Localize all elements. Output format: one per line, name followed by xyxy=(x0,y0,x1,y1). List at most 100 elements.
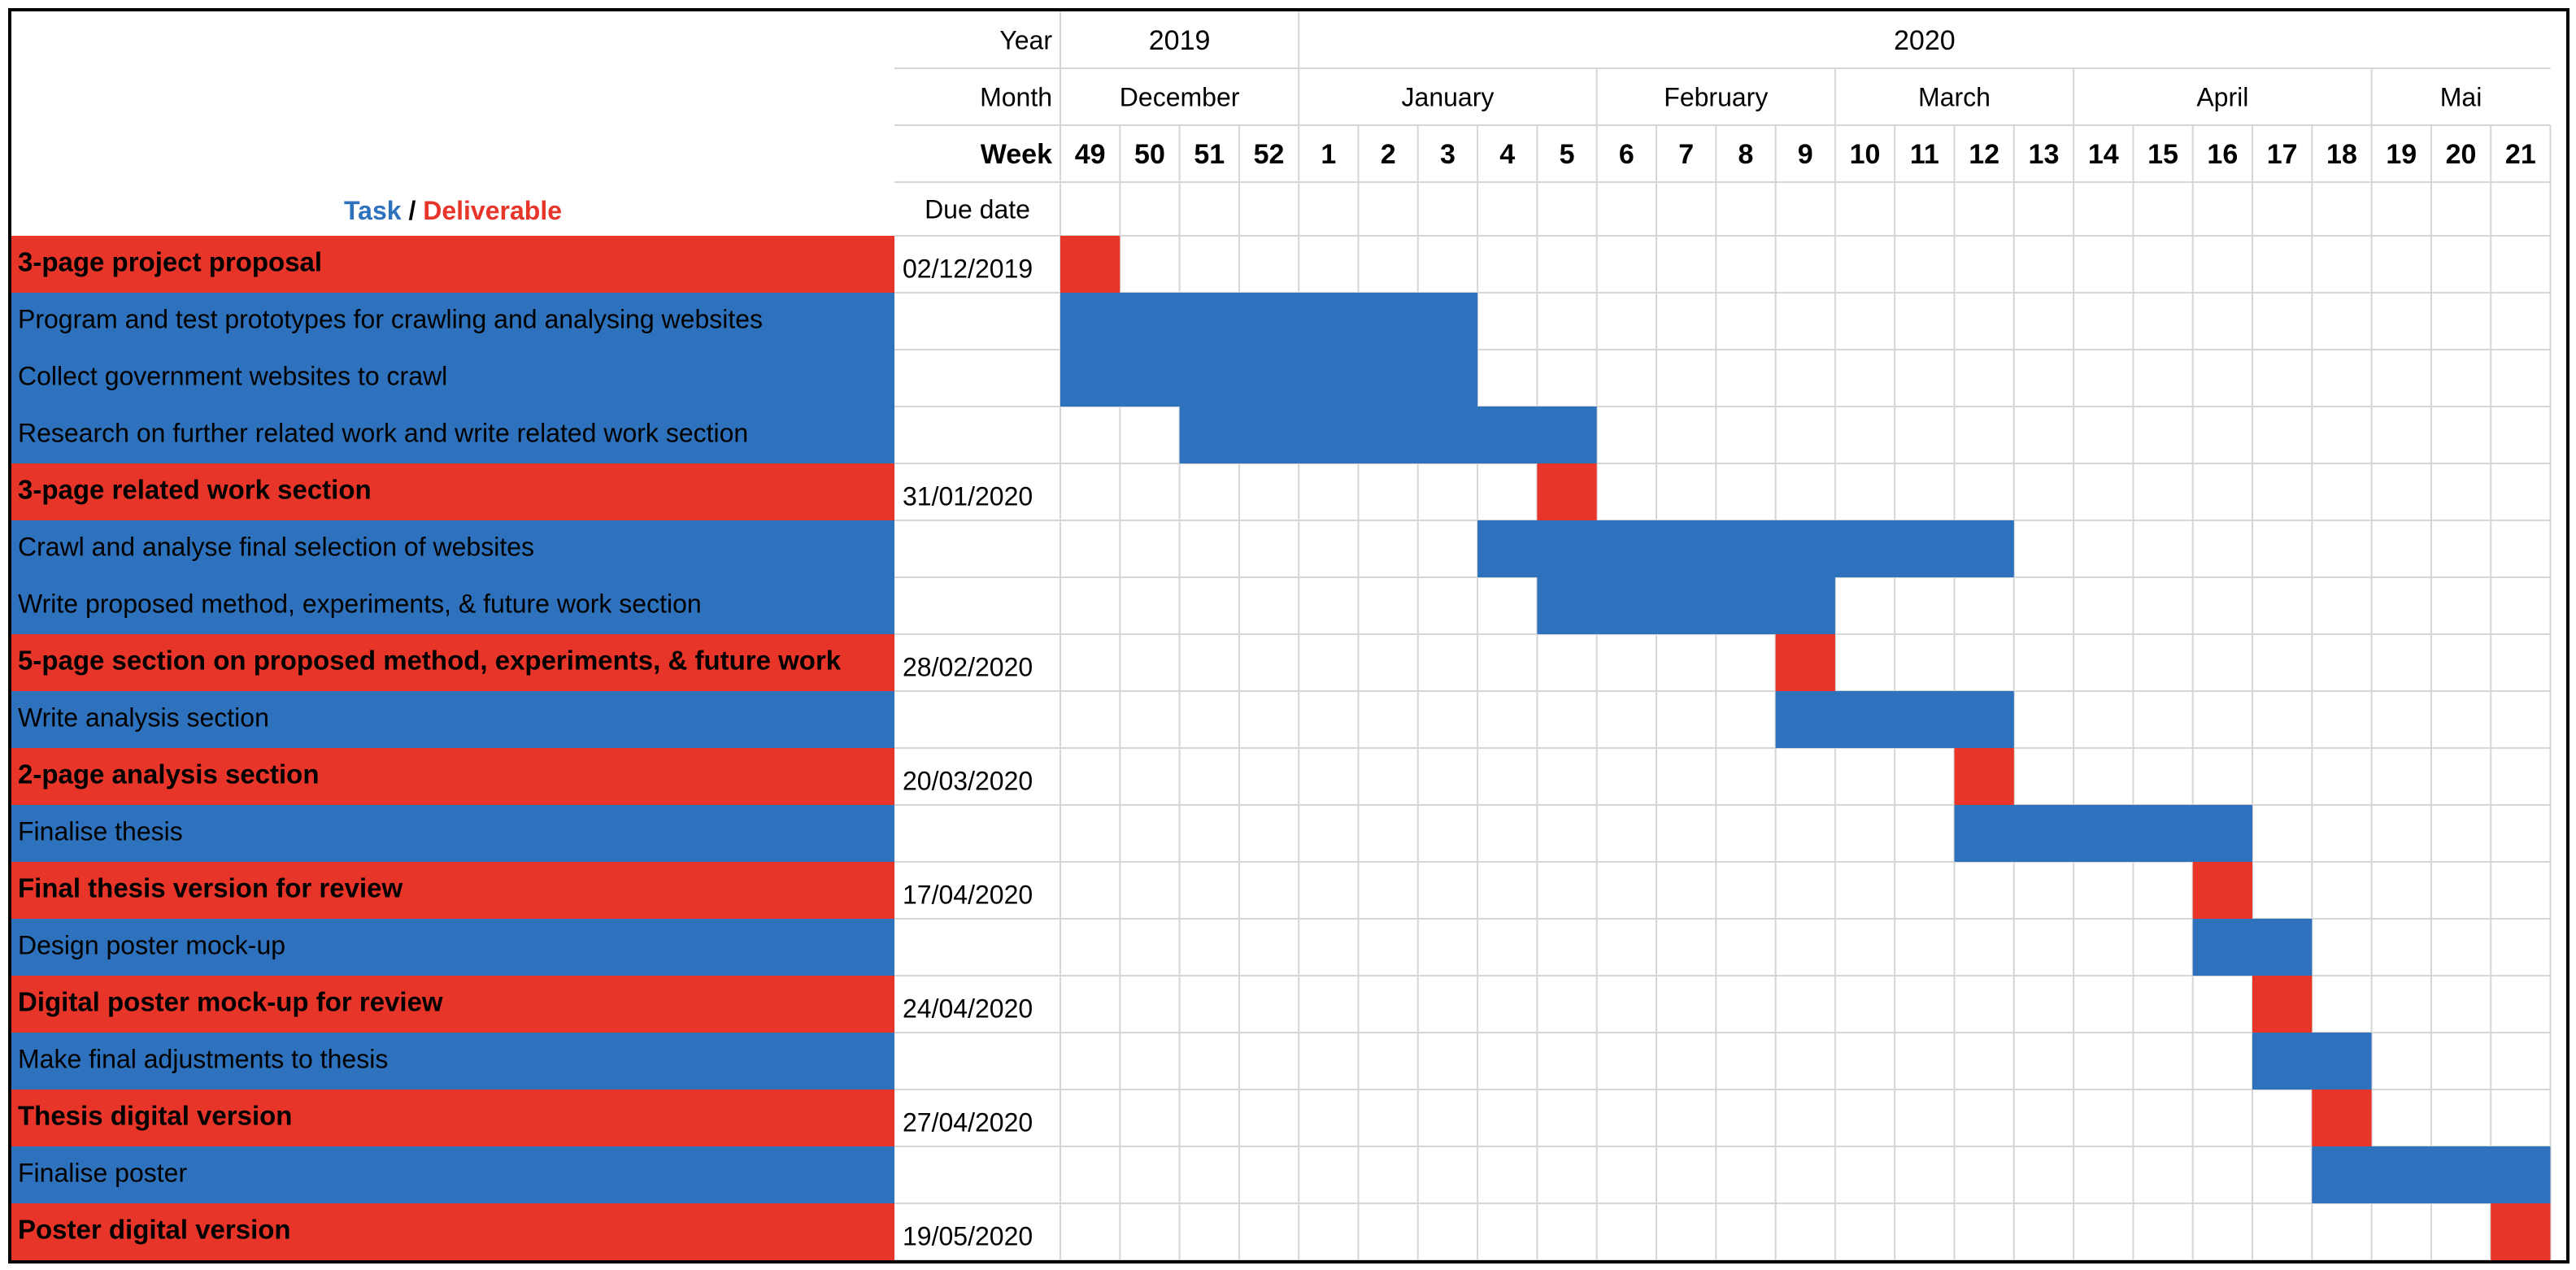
week-number: 10 xyxy=(1850,139,1881,170)
week-number: 17 xyxy=(2267,139,2298,170)
row-label-bg xyxy=(11,520,894,577)
task-label: Crawl and analyse final selection of web… xyxy=(18,532,534,561)
task-bar xyxy=(1179,407,1597,463)
row-label-bg xyxy=(11,350,894,407)
row-label-bg xyxy=(11,691,894,748)
task-bar xyxy=(2252,1033,2372,1090)
week-number: 4 xyxy=(1499,139,1515,170)
due-date: 19/05/2020 xyxy=(903,1221,1033,1250)
deliverable-bar xyxy=(1060,236,1120,293)
week-number: 49 xyxy=(1075,139,1106,170)
week-number: 11 xyxy=(1910,139,1939,170)
row-label-bg xyxy=(11,407,894,463)
task-label: Research on further related work and wri… xyxy=(18,418,748,447)
deliverable-label: Thesis digital version xyxy=(18,1101,292,1131)
task-label: Finalise thesis xyxy=(18,816,183,846)
row-label-bg xyxy=(11,463,894,520)
row-label-bg xyxy=(11,577,894,634)
deliverable-bar xyxy=(1954,748,2014,805)
legend-deliverable: Deliverable xyxy=(423,196,562,225)
deliverable-label: Final thesis version for review xyxy=(18,873,402,903)
week-number: 2 xyxy=(1381,139,1396,170)
week-number: 13 xyxy=(2029,139,2060,170)
deliverable-bar xyxy=(1775,634,1835,691)
month-label: December xyxy=(1120,82,1240,111)
deliverable-label: 3-page related work section xyxy=(18,475,372,505)
week-number: 12 xyxy=(1969,139,1999,170)
deliverable-bar xyxy=(2252,976,2313,1033)
legend-separator: / xyxy=(402,196,424,225)
week-number: 51 xyxy=(1194,139,1225,170)
gantt-chart-frame: Year Month Week Due date 2019 2020 December Jan… xyxy=(8,8,2569,1263)
row-label-bg xyxy=(11,634,894,691)
due-date: 28/02/2020 xyxy=(903,652,1033,681)
row-label-bg xyxy=(11,236,894,293)
week-number: 50 xyxy=(1134,139,1165,170)
month-label: February xyxy=(1664,82,1768,111)
deliverable-bar xyxy=(2192,862,2252,919)
task-label: Program and test prototypes for crawling… xyxy=(18,304,763,333)
deliverable-label: Digital poster mock-up for review xyxy=(18,987,443,1017)
week-number: 15 xyxy=(2147,139,2178,170)
row-label-bg xyxy=(11,919,894,976)
deliverable-label: 2-page analysis section xyxy=(18,759,320,789)
task-bar xyxy=(1954,805,2252,862)
year-label: 2020 xyxy=(1894,25,1956,56)
week-number: 16 xyxy=(2207,139,2238,170)
due-date: 24/04/2020 xyxy=(903,994,1033,1023)
month-label: Mai xyxy=(2440,82,2482,111)
header-week-label: Week xyxy=(981,139,1052,170)
month-label: March xyxy=(1918,82,1991,111)
due-date: 02/12/2019 xyxy=(903,254,1033,283)
due-date: 20/03/2020 xyxy=(903,766,1033,795)
row-label-bg xyxy=(11,976,894,1033)
legend-task: Task xyxy=(344,196,402,225)
deliverable-label: Poster digital version xyxy=(18,1215,291,1245)
task-label: Finalise poster xyxy=(18,1158,187,1187)
header-due-date-label: Due date xyxy=(925,194,1030,224)
deliverable-bar xyxy=(2491,1203,2551,1260)
task-label: Make final adjustments to thesis xyxy=(18,1044,388,1073)
task-label: Write proposed method, experiments, & fu… xyxy=(18,589,702,618)
due-date: 27/04/2020 xyxy=(903,1107,1033,1137)
week-number: 8 xyxy=(1738,139,1753,170)
due-date: 17/04/2020 xyxy=(903,880,1033,909)
week-number: 6 xyxy=(1619,139,1634,170)
task-bar xyxy=(1775,691,2014,748)
header-month-label: Month xyxy=(980,82,1052,111)
deliverable-bar xyxy=(2312,1090,2372,1146)
row-label-bg xyxy=(11,1090,894,1146)
month-label: January xyxy=(1402,82,1495,111)
task-bar xyxy=(1477,520,2014,577)
row-label-bg xyxy=(11,1146,894,1203)
row-label-bg xyxy=(11,293,894,350)
deliverable-bar xyxy=(1537,463,1597,520)
year-label: 2019 xyxy=(1149,25,1211,56)
month-label: April xyxy=(2196,82,2248,111)
task-label: Design poster mock-up xyxy=(18,930,285,959)
row-label-bg xyxy=(11,1033,894,1090)
week-number: 5 xyxy=(1560,139,1575,170)
week-number: 20 xyxy=(2446,139,2477,170)
week-number: 1 xyxy=(1321,139,1336,170)
deliverable-label: 5-page section on proposed method, exper… xyxy=(18,646,842,676)
week-number: 9 xyxy=(1798,139,1813,170)
week-number: 18 xyxy=(2326,139,2357,170)
task-bar xyxy=(2312,1146,2551,1203)
row-label-bg xyxy=(11,1203,894,1260)
task-bar xyxy=(1060,293,1478,350)
legend: Task / Deliverable xyxy=(344,196,562,225)
week-number: 3 xyxy=(1440,139,1456,170)
row-label-bg xyxy=(11,805,894,862)
task-bar xyxy=(1537,577,1835,634)
due-date: 31/01/2020 xyxy=(903,481,1033,511)
task-bar xyxy=(1060,350,1478,407)
week-number: 14 xyxy=(2088,139,2119,170)
task-label: Write analysis section xyxy=(18,702,269,732)
row-label-bg xyxy=(11,748,894,805)
header-year-label: Year xyxy=(999,25,1052,54)
week-number: 7 xyxy=(1678,139,1694,170)
week-number: 19 xyxy=(2386,139,2417,170)
row-label-bg xyxy=(11,862,894,919)
